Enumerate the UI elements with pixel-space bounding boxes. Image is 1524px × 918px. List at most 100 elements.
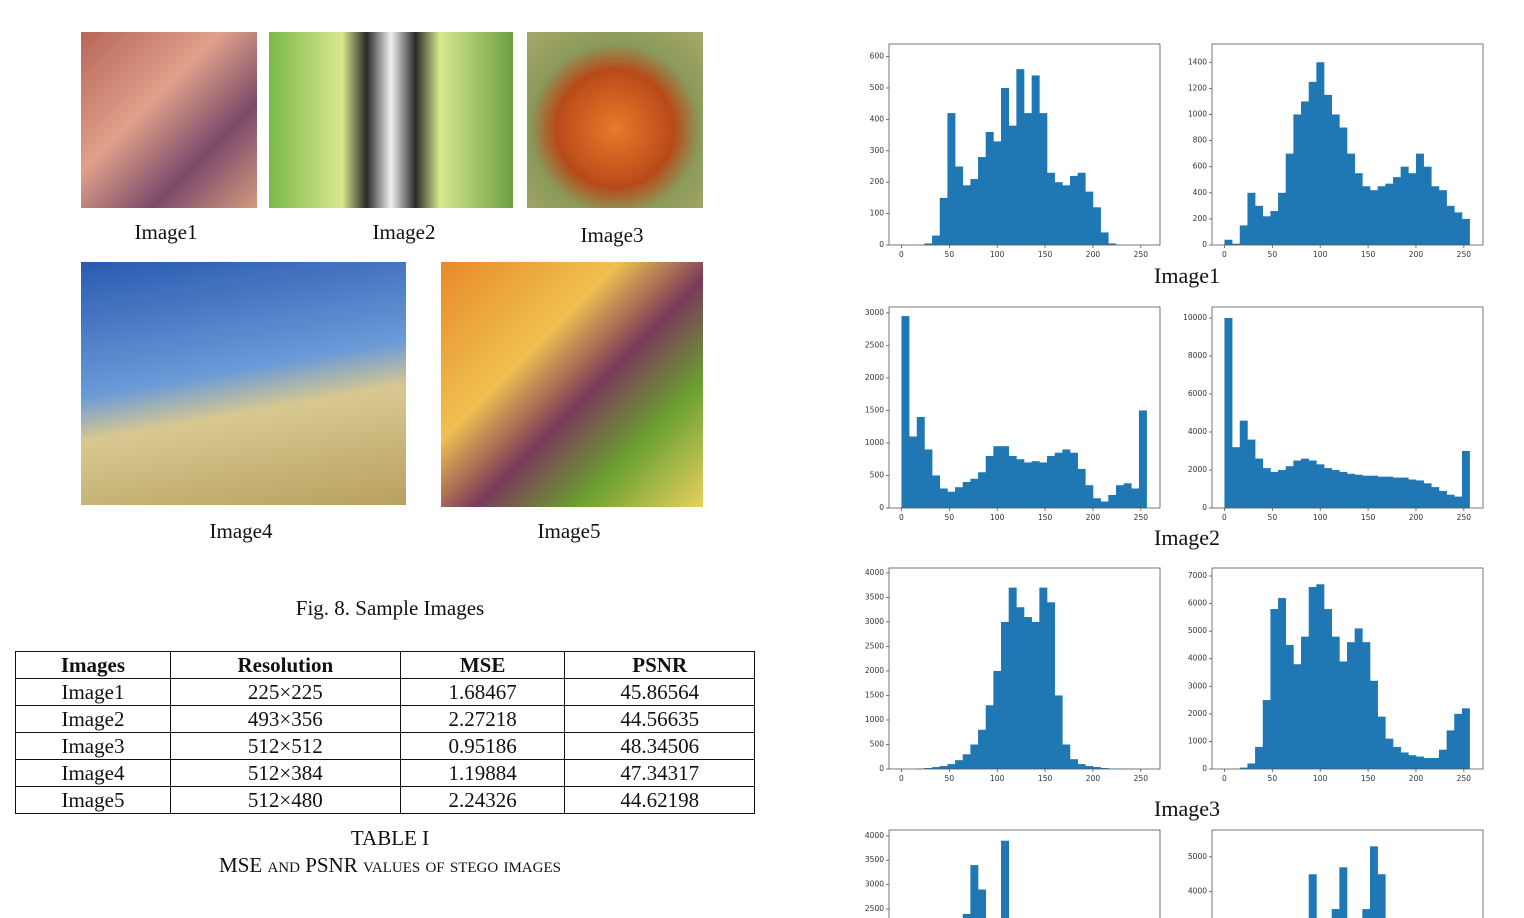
histogram-bar <box>924 768 933 769</box>
histogram-bar <box>1008 455 1017 508</box>
histogram-bar <box>1316 584 1325 769</box>
table-row: Image5 512×480 2.24326 44.62198 <box>15 786 755 814</box>
photo <box>441 262 703 507</box>
histogram-bar <box>1438 490 1447 508</box>
histogram-bar <box>1392 477 1401 508</box>
y-tick-label: 0 <box>1202 503 1207 512</box>
histogram-caption: Image3 <box>1154 796 1220 821</box>
histogram-bar <box>1247 763 1256 769</box>
y-tick-label: 500 <box>870 470 885 479</box>
histogram-bar <box>1316 464 1325 508</box>
y-tick-label: 10000 <box>1183 313 1207 322</box>
y-tick-label: 5000 <box>1188 626 1207 635</box>
histogram-bar <box>970 478 979 508</box>
histogram-bar <box>962 754 971 769</box>
histogram-bar <box>955 487 964 508</box>
histogram-bar <box>1001 87 1009 245</box>
histogram-bar <box>1092 767 1101 769</box>
x-tick-label: 50 <box>945 513 955 522</box>
x-tick-label: 150 <box>1361 774 1376 783</box>
table-row: Image4 512×384 1.19884 47.34317 <box>15 759 755 787</box>
histogram-bar <box>1262 700 1271 769</box>
photo <box>81 32 257 208</box>
table-cell: 1.68467 <box>399 678 566 706</box>
histogram-bar <box>1385 476 1394 508</box>
histogram-bar <box>1324 609 1332 769</box>
histogram-bar <box>1347 473 1355 508</box>
x-tick-label: 150 <box>1038 513 1053 522</box>
histogram-bar <box>1293 664 1302 769</box>
histogram-bar <box>939 197 948 245</box>
table-cell: 512×384 <box>169 759 401 787</box>
histogram-bar <box>1339 867 1348 918</box>
histogram-bar <box>978 729 987 769</box>
y-tick-label: 400 <box>870 114 885 123</box>
y-tick-label: 0 <box>1202 764 1207 773</box>
histogram-bar <box>993 446 1002 508</box>
histogram-bar <box>1092 498 1101 508</box>
histogram-bar <box>1339 127 1348 245</box>
histogram-bar <box>1385 738 1394 769</box>
y-tick-label: 4000 <box>1188 654 1207 663</box>
axes-frame <box>1211 567 1484 770</box>
x-tick-label: 150 <box>1038 250 1053 259</box>
histogram-bar <box>985 705 994 769</box>
histogram-bar <box>1115 485 1124 508</box>
histogram-bar <box>1392 746 1401 769</box>
histogram-bar <box>1339 471 1348 508</box>
histogram-caption: Image1 <box>1154 263 1220 288</box>
table-cell: Image4 <box>15 759 171 787</box>
table-cell: Image3 <box>15 732 171 760</box>
histogram-bar <box>1400 752 1409 769</box>
histogram-bar <box>1024 462 1032 508</box>
y-tick-label: 4000 <box>1188 887 1207 896</box>
histogram-bar <box>1316 62 1325 245</box>
histogram-bar <box>947 113 956 245</box>
histogram-bar <box>1377 476 1386 508</box>
histogram-bar <box>1239 420 1248 508</box>
histogram-bar <box>1255 746 1264 769</box>
y-tick-label: 0 <box>879 503 884 512</box>
histogram-bar <box>1031 621 1040 769</box>
y-tick-label: 1000 <box>865 438 884 447</box>
histogram-bar <box>985 455 994 508</box>
y-tick-label: 8000 <box>1188 351 1207 360</box>
histogram-bar <box>1131 488 1140 508</box>
histogram-bar <box>1069 175 1078 245</box>
y-tick-label: 1000 <box>1188 109 1207 118</box>
histogram-bar <box>1400 166 1409 245</box>
histogram-bar <box>1054 695 1063 769</box>
table-subcaption: MSE and PSNR values of stego images <box>219 853 561 877</box>
histogram-bar <box>1293 460 1302 508</box>
image-label: Image5 <box>537 519 601 543</box>
table-cell: 45.86564 <box>564 678 755 706</box>
histogram-bar <box>1362 475 1371 508</box>
x-tick-label: 50 <box>1268 250 1278 259</box>
histogram-bar <box>1423 483 1432 508</box>
y-tick-label: 3500 <box>865 855 884 864</box>
histogram-bar <box>1224 239 1233 245</box>
y-tick-label: 3500 <box>865 592 884 601</box>
x-tick-label: 50 <box>945 250 955 259</box>
histogram-bar <box>1446 494 1455 508</box>
histogram-bar <box>1092 207 1101 245</box>
histogram-bar <box>1354 628 1363 769</box>
y-tick-label: 1500 <box>865 690 884 699</box>
histogram-bar <box>1085 485 1094 508</box>
histogram-bar <box>1408 479 1417 508</box>
histogram-bar <box>1077 468 1086 508</box>
y-tick-label: 100 <box>870 209 885 218</box>
histogram-bar <box>1247 192 1256 245</box>
x-tick-label: 100 <box>990 513 1005 522</box>
histogram-bar <box>1415 480 1424 508</box>
image-label: Image2 <box>372 220 436 244</box>
histogram-bar <box>1270 471 1279 508</box>
histogram-bar <box>1461 451 1470 508</box>
histogram-bar <box>947 491 956 508</box>
figure-caption: Fig. 8. Sample Images <box>295 596 485 620</box>
y-tick-label: 2000 <box>865 666 884 675</box>
x-tick-label: 0 <box>899 513 904 522</box>
histogram-bar <box>947 764 956 769</box>
y-tick-label: 2500 <box>865 340 884 349</box>
